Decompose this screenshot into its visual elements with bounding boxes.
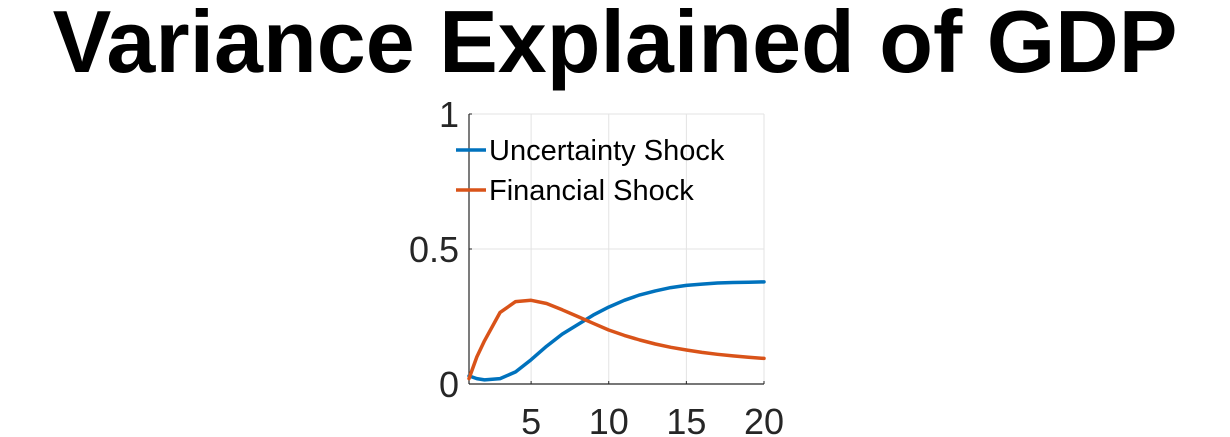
x-tick-label: 15 [666, 401, 706, 437]
legend: Uncertainty Shock Financial Shock [456, 135, 725, 207]
chart-title: Variance Explained of GDP [53, 0, 1178, 91]
x-tick-label: 10 [589, 401, 629, 437]
series-line [467, 280, 766, 382]
legend-label: Financial Shock [489, 175, 694, 207]
x-tick-label: 20 [744, 401, 784, 437]
y-tick-label: 0.5 [409, 229, 459, 270]
axes [468, 113, 765, 385]
y-tick-label: 0 [439, 364, 459, 405]
y-tick-label: 1 [439, 94, 459, 135]
tick-labels: 5 10 15 20 0 0.5 1 [409, 94, 784, 437]
legend-label: Uncertainty Shock [489, 135, 725, 167]
series-layer [467, 280, 766, 382]
series-line [467, 298, 766, 381]
x-tick-label: 5 [521, 401, 541, 437]
